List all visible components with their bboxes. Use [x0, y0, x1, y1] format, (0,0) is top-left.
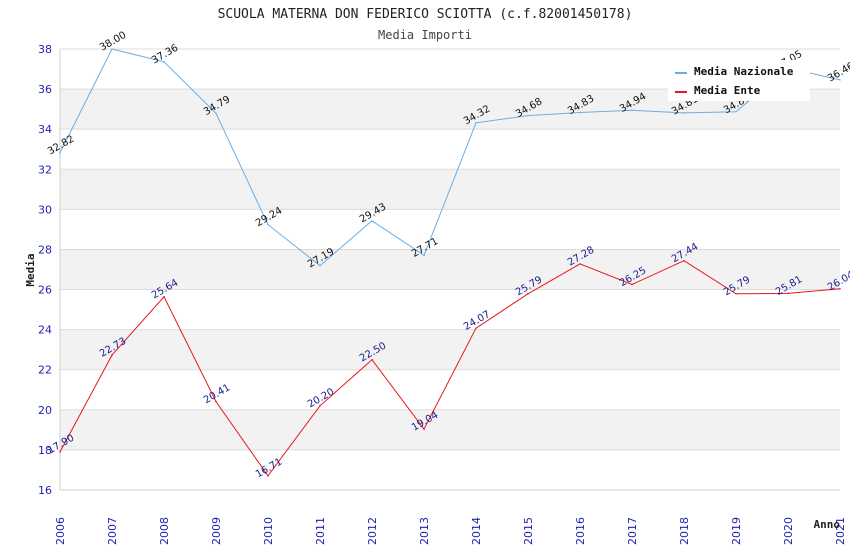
data-point-media-nazionale	[215, 112, 217, 115]
data-point-media-ente	[423, 428, 425, 430]
data-point-media-ente	[111, 354, 113, 356]
data-label-media-nazionale: 32.82	[46, 134, 76, 158]
data-label-media-nazionale: 36.46	[826, 61, 850, 85]
data-point-media-ente	[371, 358, 373, 361]
y-tick-label: 18	[38, 444, 52, 457]
x-tick-label: 2014	[470, 517, 483, 545]
x-axis-ticks: 2006 2007 2008 2009 2010 2011 2012 2013 2014 2015…	[54, 517, 847, 545]
data-point-media-nazionale	[839, 79, 841, 81]
y-tick-label: 22	[38, 364, 52, 377]
x-tick-label: 2007	[106, 517, 119, 545]
data-label-media-ente: 20.20	[306, 387, 336, 411]
data-point-media-ente	[163, 295, 165, 298]
chart-title: SCUOLA MATERNA DON FEDERICO SCIOTTA (c.f…	[218, 7, 633, 22]
data-point-media-nazionale	[631, 109, 633, 112]
x-tick-label: 2009	[210, 517, 223, 545]
data-point-media-ente	[267, 474, 269, 477]
data-point-media-nazionale	[423, 254, 425, 257]
legend: Media Nazionale Media Ente	[668, 60, 810, 101]
series-line-media-ente	[59, 260, 841, 477]
y-tick-label: 26	[38, 284, 52, 297]
data-point-media-nazionale	[579, 111, 581, 114]
x-tick-label: 2015	[522, 517, 535, 545]
x-tick-label: 2008	[158, 517, 171, 545]
data-point-media-nazionale	[59, 152, 61, 154]
x-tick-label: 2020	[782, 517, 795, 545]
y-tick-label: 20	[38, 404, 52, 417]
y-tick-label: 16	[38, 484, 52, 497]
x-tick-label: 2010	[262, 517, 275, 545]
grid-band	[60, 329, 840, 370]
data-point-media-nazionale	[735, 110, 737, 113]
data-point-media-ente	[631, 283, 633, 286]
data-point-media-nazionale	[163, 61, 165, 63]
data-point-media-ente	[579, 263, 581, 265]
data-point-media-ente	[683, 259, 685, 262]
x-tick-label: 2018	[678, 517, 691, 545]
y-tick-label: 28	[38, 243, 52, 256]
x-tick-label: 2006	[54, 517, 67, 545]
y-tick-label: 38	[38, 43, 52, 56]
legend-box	[668, 60, 810, 101]
legend-label-media-ente: Media Ente	[694, 84, 761, 97]
x-tick-label: 2011	[314, 517, 327, 545]
x-tick-label: 2013	[418, 517, 431, 545]
grid-band	[60, 409, 840, 450]
x-axis-label: Anno	[814, 518, 841, 531]
y-axis-ticks: 16 18 20 22 24 26 28 30 32 34 36 38	[38, 43, 52, 497]
data-point-media-nazionale	[111, 48, 113, 50]
data-point-media-nazionale	[267, 223, 269, 226]
x-tick-label: 2019	[730, 517, 743, 545]
x-tick-label: 2021	[834, 517, 847, 545]
data-point-media-ente	[527, 292, 529, 295]
x-tick-label: 2017	[626, 517, 639, 545]
chart-subtitle: Media Importi	[378, 28, 472, 42]
legend-label-media-nazionale: Media Nazionale	[694, 65, 794, 78]
series-lines	[59, 48, 841, 477]
data-point-media-ente	[475, 327, 477, 330]
data-point-media-ente	[215, 400, 217, 403]
data-label-media-ente: 16.71	[254, 457, 284, 481]
data-label-media-nazionale: 38.00	[98, 30, 128, 54]
y-tick-label: 34	[38, 123, 52, 136]
data-point-media-nazionale	[319, 264, 321, 267]
gridlines	[60, 48, 840, 491]
series-line-media-nazionale	[59, 48, 841, 267]
axes	[59, 49, 840, 491]
data-point-media-ente	[319, 405, 321, 407]
y-tick-label: 24	[38, 324, 52, 337]
y-tick-label: 30	[38, 203, 52, 216]
grid-band	[60, 249, 840, 290]
data-point-media-ente	[839, 287, 841, 290]
data-point-media-nazionale	[371, 219, 373, 222]
y-tick-label: 32	[38, 163, 52, 176]
y-axis-label: Media	[24, 253, 37, 286]
data-point-media-nazionale	[683, 112, 685, 114]
data-point-media-ente	[735, 292, 737, 295]
x-tick-label: 2016	[574, 517, 587, 545]
data-point-media-ente	[59, 451, 61, 453]
data-point-media-ente	[787, 292, 789, 295]
x-tick-label: 2012	[366, 517, 379, 545]
data-point-media-nazionale	[527, 114, 529, 117]
grid-bands	[60, 89, 840, 450]
data-point-media-nazionale	[475, 121, 477, 124]
y-tick-label: 36	[38, 83, 52, 96]
